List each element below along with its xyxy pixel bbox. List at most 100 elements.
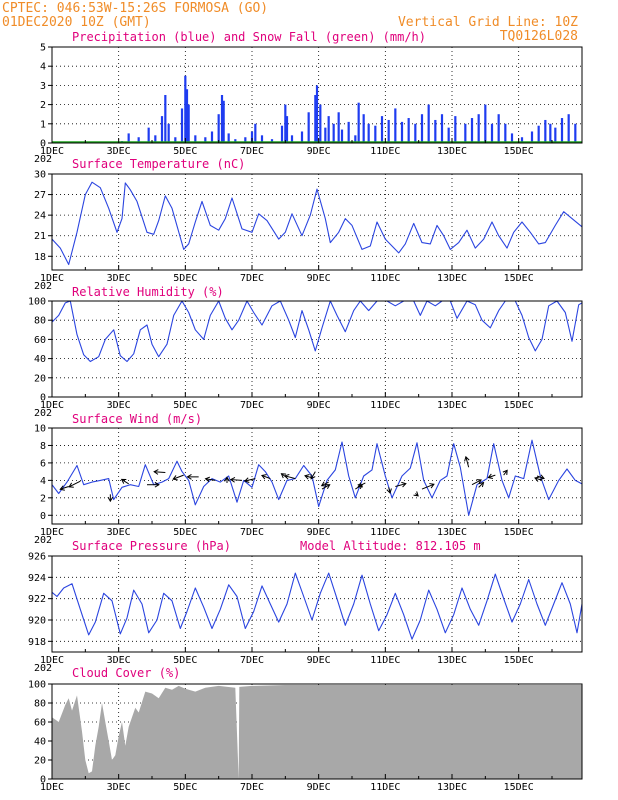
xtick-label-precip-9: 9DEC xyxy=(307,146,331,157)
wind-vector-18 xyxy=(320,481,329,487)
wind-vector-14 xyxy=(283,474,296,480)
wind-vector-7 xyxy=(186,474,199,480)
xtick-label-cloud-9: 9DEC xyxy=(307,782,331,793)
xtick-label-wind-9: 9DEC xyxy=(307,527,331,538)
ytick-label-pres-924: 924 xyxy=(28,573,46,584)
precip-bar-70 xyxy=(549,123,552,143)
ytick-label-wind-8: 8 xyxy=(40,441,46,452)
wind-vector-shaft-29 xyxy=(503,470,508,476)
wind-vector-4 xyxy=(147,481,160,488)
wind-vector-shaft-12 xyxy=(261,474,271,480)
xtick-label-pres-11: 11DEC xyxy=(370,655,400,666)
ytick-label-wind-4: 4 xyxy=(40,476,46,487)
wind-vector-11 xyxy=(243,477,256,483)
precip-bar-49 xyxy=(400,121,404,143)
wind-vector-head-10 xyxy=(229,477,236,483)
wind-vector-head-11 xyxy=(243,477,250,483)
precip-bar-67 xyxy=(530,131,534,143)
precip-bar-54 xyxy=(434,119,437,143)
xtick-label-rh-9: 9DEC xyxy=(307,400,331,411)
wind-vector-head-28 xyxy=(487,473,494,479)
precipitation-title: Precipitation (blue) and Snow Fall (gree… xyxy=(72,30,426,44)
xtick-label-cloud-13: 13DEC xyxy=(437,782,467,793)
precip-bar-8 xyxy=(174,137,177,143)
frame-temp xyxy=(51,173,583,271)
precip-bar-41 xyxy=(354,135,357,143)
wind-vector-2 xyxy=(107,494,114,503)
precip-bar-19 xyxy=(227,133,230,143)
xtick-label-wind-5: 5DEC xyxy=(173,527,197,538)
precip-bar-69 xyxy=(544,119,547,143)
ytick-label-temp-21: 21 xyxy=(34,231,46,242)
ytick-label-precip-3: 3 xyxy=(40,81,46,92)
wind-vector-head-4 xyxy=(154,481,160,488)
wind-vector-21 xyxy=(386,487,392,494)
precip-bar-1 xyxy=(127,133,130,143)
wind-vector-16 xyxy=(310,471,316,480)
precip-bar-44 xyxy=(367,123,370,143)
wind-vector-head-0 xyxy=(59,485,65,491)
precip-bar-61 xyxy=(484,104,487,143)
xtick-label-pres-13: 13DEC xyxy=(437,655,467,666)
ytick-label-cloud-80: 80 xyxy=(34,699,46,710)
wind-vector-head-27 xyxy=(478,481,485,488)
wind-vector-head-14 xyxy=(283,474,290,480)
precip-bar-59 xyxy=(470,118,474,143)
precip-bar-9 xyxy=(180,108,184,143)
wind-vector-shaft-22 xyxy=(395,483,406,487)
wind-vector-head-16 xyxy=(310,474,316,480)
precip-bar-25 xyxy=(270,139,274,143)
xtick-label-wind-13: 13DEC xyxy=(437,527,467,538)
ytick-label-wind-0: 0 xyxy=(40,511,46,522)
precip-bar-72 xyxy=(560,118,564,143)
ytick-label-precip-2: 2 xyxy=(40,100,46,111)
precip-bar-36 xyxy=(327,116,330,143)
precip-bar-4 xyxy=(154,135,157,143)
wind-vector-9 xyxy=(224,476,230,483)
wind-vector-head-1 xyxy=(68,482,74,488)
precip-bar-62 xyxy=(490,123,494,143)
humidity-title: Relative Humidity (%) xyxy=(72,285,224,299)
ytick-label-cloud-100: 100 xyxy=(28,680,46,691)
precip-bar-26 xyxy=(280,125,284,143)
precip-bar-2 xyxy=(137,137,140,143)
xtick-label-rh-1: 1DEC xyxy=(40,400,64,411)
xtick-label-pres-3: 3DEC xyxy=(107,655,131,666)
wind-title: Surface Wind (m/s) xyxy=(72,412,202,426)
precip-bar-60 xyxy=(477,114,480,143)
ytick-label-rh-100: 100 xyxy=(28,297,46,308)
precip-bar-51 xyxy=(414,123,417,143)
precip-bar-22 xyxy=(250,131,254,143)
precip-bar-64 xyxy=(504,123,507,143)
wind-vector-head-13 xyxy=(280,473,287,479)
year-stub-rh: 202 xyxy=(34,408,52,419)
precip-bar-17 xyxy=(220,95,224,143)
wind-vector-shaft-1 xyxy=(68,480,81,488)
header-grid-note: Vertical Grid Line: 10Z xyxy=(398,15,578,30)
xtick-label-temp-15: 15DEC xyxy=(504,273,534,284)
cloud-cover-area xyxy=(52,685,582,779)
xtick-label-rh-15: 15DEC xyxy=(504,400,534,411)
precip-bar-57 xyxy=(454,116,457,143)
wind-vector-26 xyxy=(471,479,482,486)
wind-vector-12 xyxy=(261,474,271,480)
precip-bar-12 xyxy=(187,104,190,143)
xtick-label-precip-15: 15DEC xyxy=(504,146,534,157)
ytick-label-wind-6: 6 xyxy=(40,458,46,469)
precip-bar-71 xyxy=(554,127,557,143)
precip-bar-30 xyxy=(300,131,304,143)
wind-vector-head-3 xyxy=(120,478,127,484)
wind-vector-head-18 xyxy=(320,481,327,487)
wind-vector-29 xyxy=(502,469,508,476)
xtick-label-temp-13: 13DEC xyxy=(437,273,467,284)
precip-bar-38 xyxy=(337,112,340,143)
wind-vector-shaft-17 xyxy=(321,484,330,490)
wind-vector-17 xyxy=(321,484,331,490)
ytick-label-rh-80: 80 xyxy=(34,316,46,327)
precip-bar-10 xyxy=(184,75,187,143)
wind-vector-28 xyxy=(487,473,496,479)
wind-vector-20 xyxy=(357,482,366,488)
xtick-label-cloud-11: 11DEC xyxy=(370,782,400,793)
xtick-label-temp-3: 3DEC xyxy=(107,273,131,284)
